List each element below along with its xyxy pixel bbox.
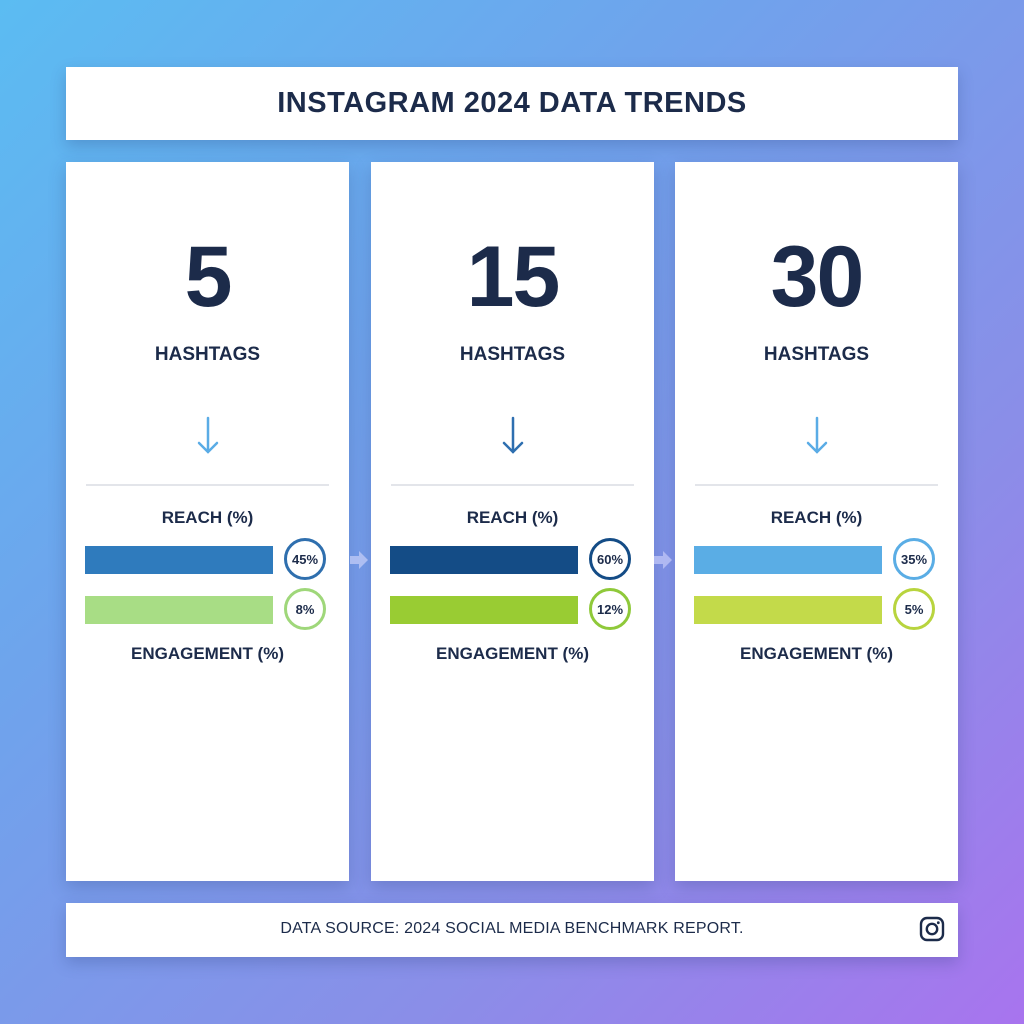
engagement-label: ENGAGEMENT (%) [131, 644, 284, 663]
arrow-down-icon [806, 416, 827, 454]
panel-15-hashtags: 15 HASHTAGS REACH (%) 60% 12% ENGAGEMENT… [371, 162, 654, 881]
engagement-value-badge: 8% [284, 588, 326, 630]
panel-30-hashtags: 30 HASHTAGS REACH (%) 35% 5% ENGAGEMENT … [675, 162, 958, 881]
engagement-label: ENGAGEMENT (%) [436, 644, 589, 663]
hashtag-count: 30 [770, 229, 865, 325]
arrow-down-icon [502, 416, 523, 454]
divider [391, 484, 634, 486]
page-title: INSTAGRAM 2024 DATA TRENDS [277, 87, 747, 119]
arrow-right-icon [350, 551, 368, 569]
footer: DATA SOURCE: 2024 SOCIAL MEDIA BENCHMARK… [66, 903, 958, 957]
instagram-icon [919, 916, 945, 942]
engagement-value-badge: 12% [589, 588, 631, 630]
reach-bar [390, 546, 578, 574]
hashtag-unit: HASHTAGS [763, 344, 870, 365]
hashtag-count: 5 [184, 229, 233, 325]
arrow-right-icon [654, 551, 672, 569]
arrow-down-icon [197, 416, 218, 454]
engagement-bar [694, 596, 882, 624]
hashtag-unit: HASHTAGS [154, 344, 261, 365]
reach-label: REACH (%) [161, 508, 254, 527]
reach-value-badge: 60% [589, 538, 631, 580]
divider [695, 484, 938, 486]
reach-value-badge: 45% [284, 538, 326, 580]
reach-bar [694, 546, 882, 574]
hashtag-count: 15 [466, 229, 561, 325]
panel-5-hashtags: 5 HASHTAGS REACH (%) 45% 8% ENGAGEMENT (… [66, 162, 349, 881]
reach-value-badge: 35% [893, 538, 935, 580]
engagement-bar [85, 596, 273, 624]
engagement-bar [390, 596, 578, 624]
engagement-value-badge: 5% [893, 588, 935, 630]
divider [86, 484, 329, 486]
reach-label: REACH (%) [466, 508, 559, 527]
data-source-note: DATA SOURCE: 2024 SOCIAL MEDIA BENCHMARK… [280, 920, 744, 937]
reach-label: REACH (%) [770, 508, 863, 527]
hashtag-unit: HASHTAGS [459, 344, 566, 365]
title-banner: INSTAGRAM 2024 DATA TRENDS [66, 67, 958, 140]
reach-bar [85, 546, 273, 574]
engagement-label: ENGAGEMENT (%) [740, 644, 893, 663]
